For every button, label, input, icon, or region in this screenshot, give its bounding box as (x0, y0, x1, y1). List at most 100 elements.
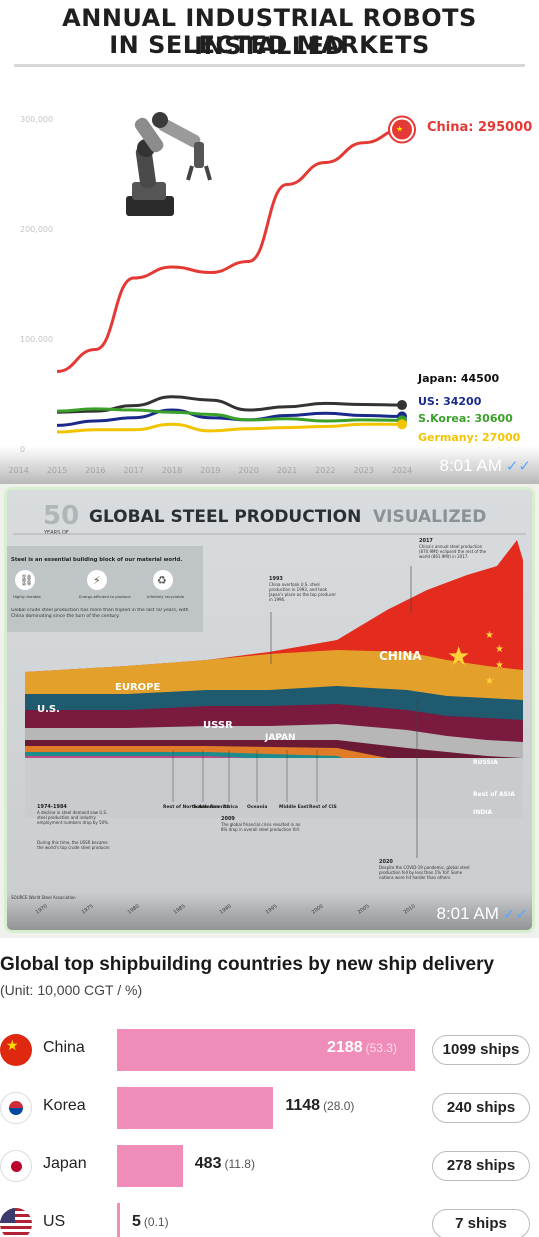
note-2017-text: China's annual steel production (870.9Mt… (419, 544, 487, 559)
robots-chart-title-line1: ANNUAL INDUSTRIAL ROBOTS INSTALLED (62, 4, 477, 60)
series-end-label: S.Korea: 30600 (418, 412, 513, 425)
country-label: Korea (43, 1097, 86, 1114)
shipbuilding-chart-message[interactable]: Global top shipbuilding countries by new… (0, 938, 539, 1237)
star-icon-small: ★ (495, 660, 504, 671)
lightning-icon: ⚡ (87, 570, 107, 590)
x-tick-label: 2023 (353, 466, 373, 475)
country-label: US (43, 1213, 66, 1230)
property-energy: Energy-efficient to produce (79, 594, 131, 599)
svg-text:⚡: ⚡ (93, 574, 101, 587)
x-tick-label: 2021 (277, 466, 297, 475)
series-line-china (56, 128, 403, 373)
note-1993-text: China overtook U.S. steel production in … (269, 582, 337, 602)
bar-value-us: 5 (0.1) (132, 1213, 169, 1230)
flag-fill (392, 119, 412, 140)
read-receipt-icon: ✓✓ (502, 906, 528, 923)
source-text: SOURCE World Steel Association (11, 895, 76, 900)
read-receipt-icon: ✓✓ (505, 458, 531, 475)
steel-infographic-message[interactable]: 50 YEARS OF GLOBAL STEEL PRODUCTION VISU… (4, 487, 535, 933)
series-line-germany (56, 422, 402, 434)
bar-value-korea: 1148 (28.0) (285, 1097, 355, 1114)
svg-text:⛓: ⛓ (20, 574, 34, 587)
series-end-point (397, 419, 407, 430)
robots-chart-message[interactable]: ANNUAL INDUSTRIAL ROBOTS INSTALLED IN SE… (0, 0, 539, 484)
growth-text: Global crude steel production has more t… (11, 608, 189, 619)
title-main: GLOBAL STEEL PRODUCTION (89, 507, 361, 527)
ships-count-china: 1099 ships (432, 1035, 530, 1065)
timestamp-overlay (7, 892, 532, 930)
label-europe: EUROPE (115, 682, 160, 693)
country-label: China (43, 1039, 85, 1056)
x-tick-label: 2014 (8, 466, 28, 475)
ship-chart-subtitle: (Unit: 10,000 CGT / %) (0, 982, 143, 998)
message-timestamp: 8:01 AM ✓✓ (439, 456, 531, 475)
bar-row-japan: Japan 483 (11.8) 278 ships (0, 1143, 539, 1189)
label-china: CHINA (379, 649, 422, 663)
note-2020-text: Despite the COVID-19 pandemic, global st… (379, 865, 470, 880)
series-end-label: Japan: 44500 (417, 372, 499, 385)
label-russia: RUSSIA (473, 759, 498, 766)
y-tick-label: 300,000 (20, 115, 53, 124)
title-divider (14, 64, 525, 67)
note-1993-year: 1993 (269, 576, 283, 582)
japan-flag-icon (0, 1150, 32, 1182)
bar-value-china: 2188 (53.3) (327, 1039, 397, 1056)
label-africa: Africa (223, 804, 238, 810)
series-end-label: US: 34200 (418, 395, 482, 408)
timestamp-overlay (0, 446, 539, 484)
title-number: 50 (43, 501, 79, 531)
label-us: U.S. (37, 704, 60, 715)
message-timestamp: 8:01 AM ✓✓ (436, 904, 528, 923)
property-durable: Highly durable (13, 594, 41, 599)
robot-arm-icon (126, 112, 212, 216)
series-end-label: Germany: 27000 (418, 431, 521, 444)
x-tick-label: 2022 (315, 466, 335, 475)
korea-flag-icon (0, 1092, 32, 1124)
bar-row-china: ★ China 2188 (53.3) 1099 ships (0, 1027, 539, 1073)
bar-value-japan: 483 (11.8) (194, 1155, 255, 1172)
x-tick-label: 2016 (85, 466, 105, 475)
x-tick-label: 2017 (123, 466, 143, 475)
y-tick-label: 0 (20, 445, 25, 454)
label-oceania: Oceania (247, 804, 267, 810)
label-japan: JAPAN (264, 733, 296, 743)
series-line-skorea (56, 407, 403, 423)
label-ussr: USSR (203, 720, 233, 731)
robots-line-chart: 300,000 200,000 100,000 0 ★ China: 295000 Jap… (8, 112, 532, 475)
series-line-us (56, 408, 403, 427)
label-middle-east: Middle East (279, 804, 309, 810)
series-end-point (397, 400, 407, 411)
note-2009-year: 2009 (221, 816, 235, 822)
x-tick-label: 2019 (200, 466, 220, 475)
bar-us (117, 1203, 120, 1237)
note-2009-text: The global financial crisis resulted in … (221, 822, 301, 832)
china-flag-icon: ★ (0, 1034, 32, 1066)
y-tick-label: 100,000 (20, 335, 53, 344)
label-rest-north-america: Rest of North America (163, 804, 219, 810)
star-icon-small: ★ (485, 676, 494, 687)
title-years: YEARS OF (43, 530, 69, 536)
series-end-label: China: 295000 (427, 120, 532, 135)
steel-infographic: 50 YEARS OF GLOBAL STEEL PRODUCTION VISU… (7, 490, 532, 930)
steel-stacked-area (25, 540, 523, 818)
robots-chart-title-line2: IN SELECTED MARKETS (109, 31, 430, 59)
ship-chart-title: Global top shipbuilding countries by new… (0, 954, 495, 975)
label-rest-cis: Rest of CIS (309, 804, 337, 810)
star-icon: ★ (447, 642, 470, 672)
star-icon: ★ (396, 125, 403, 134)
note-1974-year: 1974-1984 (37, 804, 67, 810)
ships-count-us: 7 ships (432, 1209, 530, 1237)
note-ussr-text: During this time, the USSR became the wo… (37, 840, 111, 850)
bar-row-korea: Korea 1148 (28.0) 240 ships (0, 1085, 539, 1131)
bar-row-us: US 5 (0.1) 7 ships (0, 1201, 539, 1237)
y-tick-label: 200,000 (20, 225, 53, 234)
x-tick-label: 2015 (47, 466, 67, 475)
bar-china (117, 1029, 415, 1071)
property-recyclable: Infinitely recyclable (147, 594, 185, 599)
label-rest-asia: Rest of ASIA (473, 791, 515, 798)
bar-japan (117, 1145, 183, 1187)
note-1974-text: A decline in steel demand saw U.S. steel… (37, 810, 110, 825)
note-2020-year: 2020 (379, 859, 393, 865)
intro-text: Steel is an essential building block of … (11, 557, 182, 563)
us-flag-icon (0, 1208, 32, 1237)
